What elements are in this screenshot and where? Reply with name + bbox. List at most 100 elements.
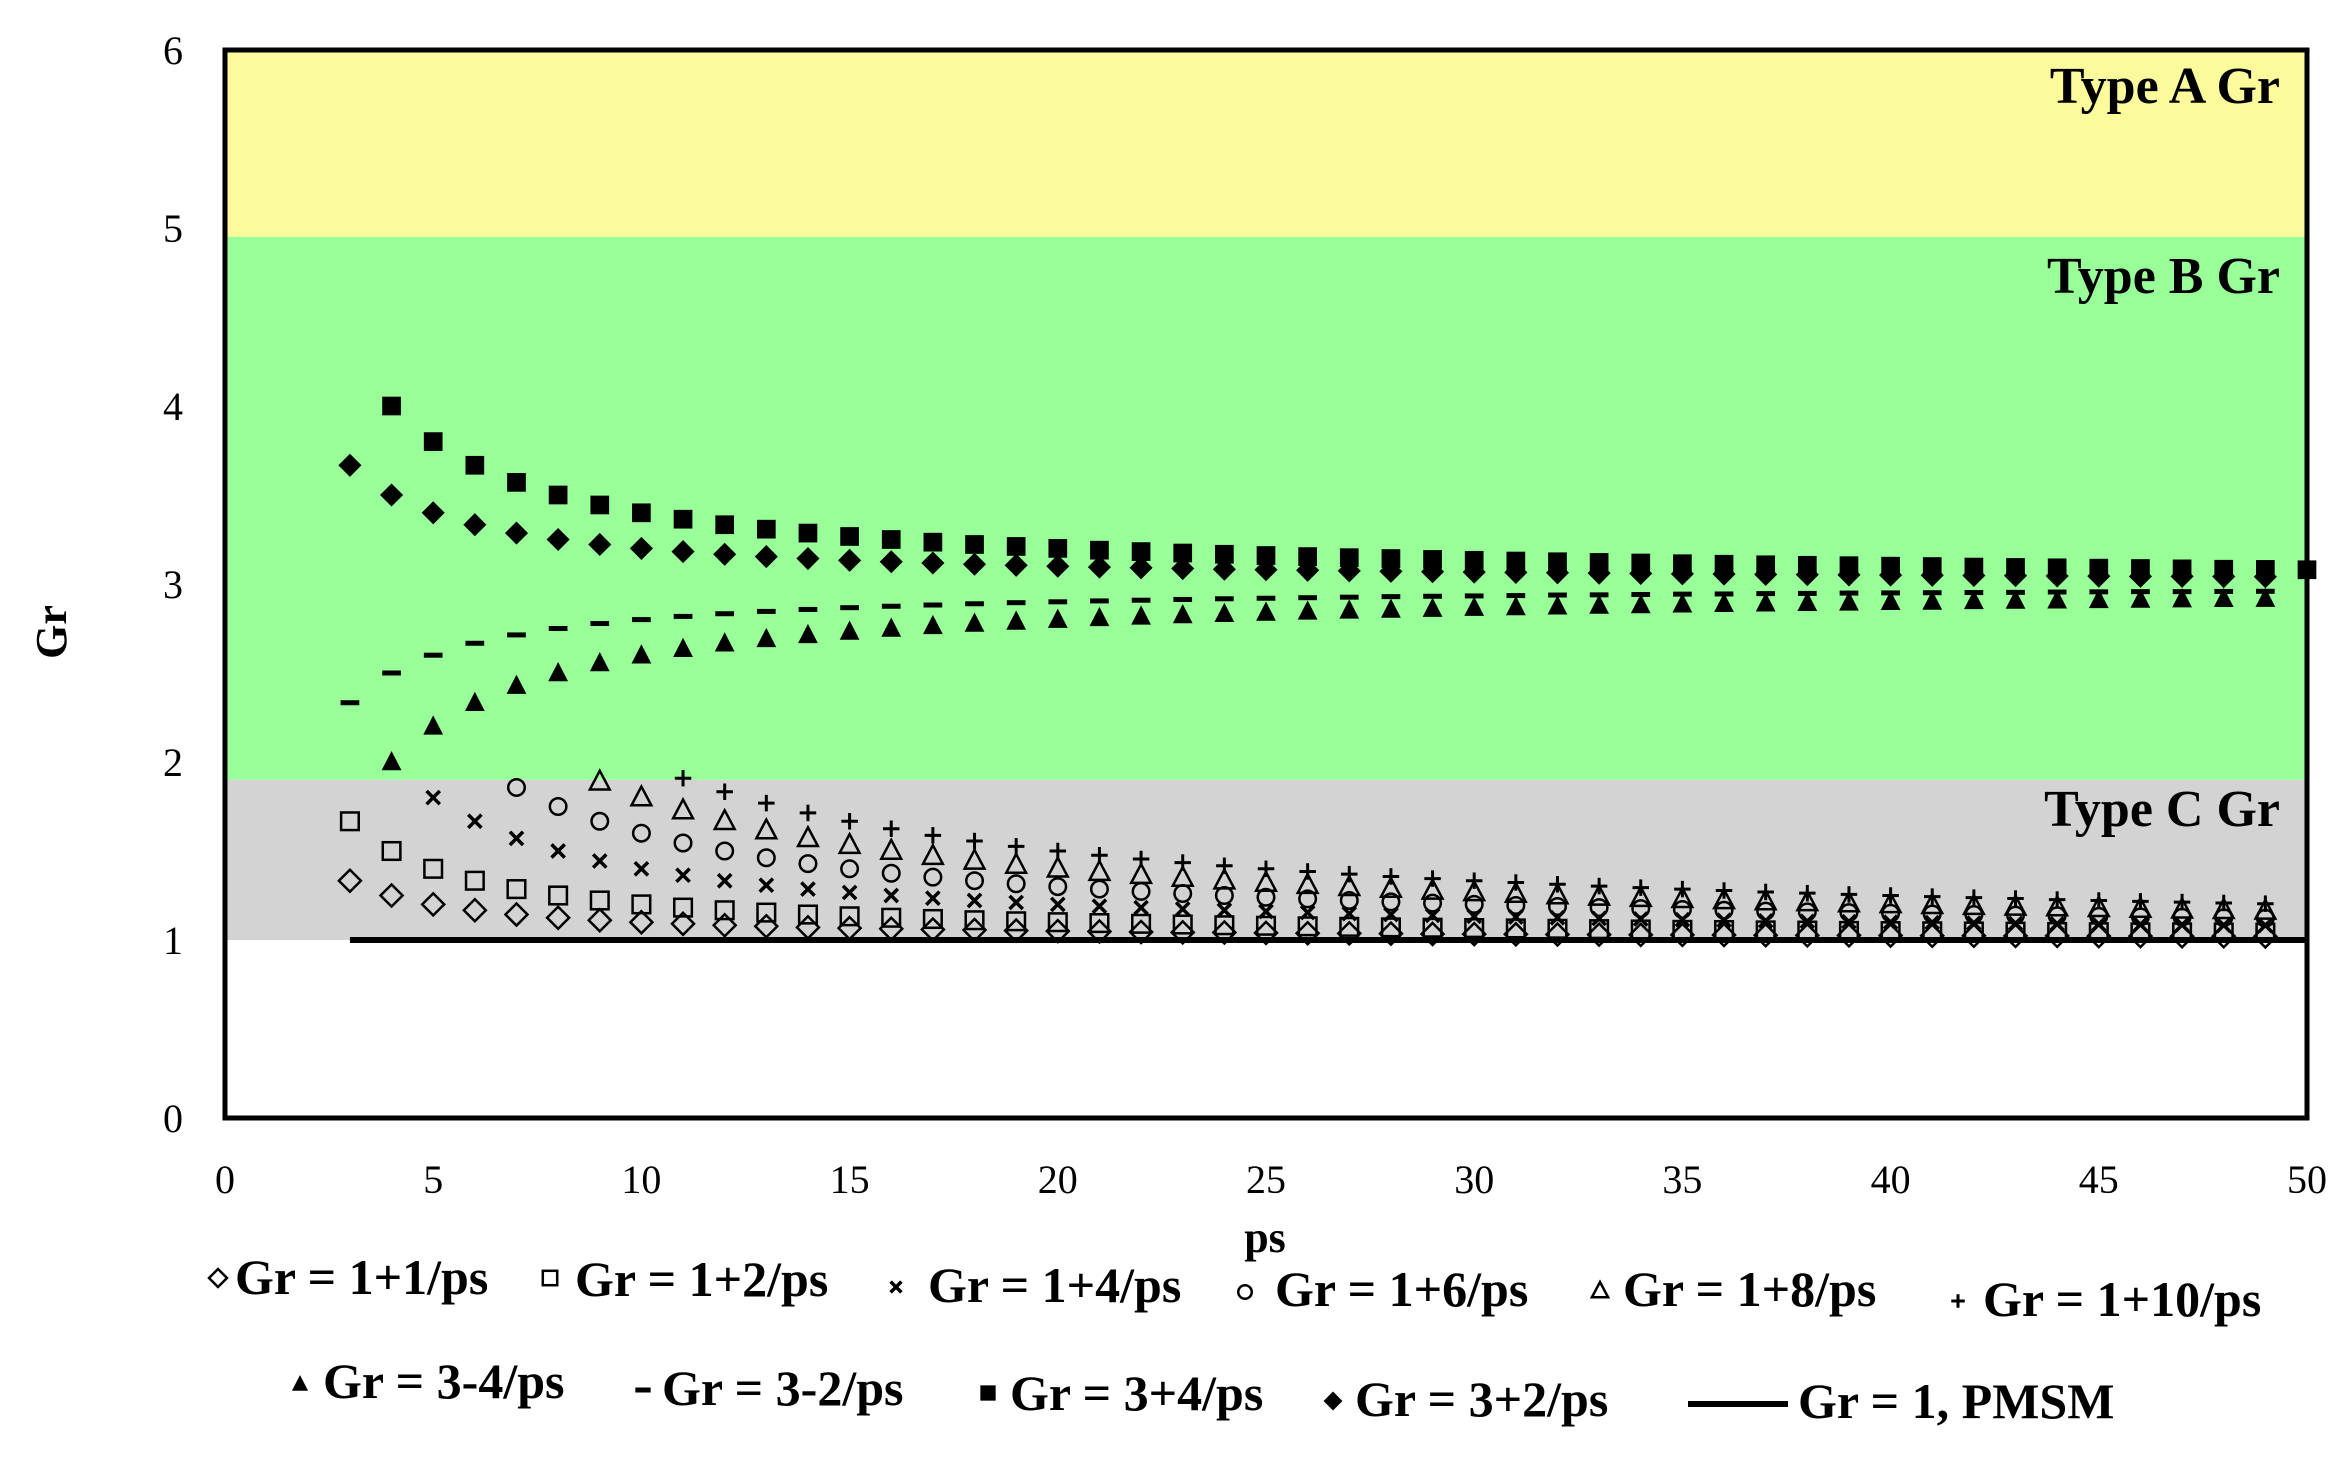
data-point-square-open (1131, 913, 1152, 934)
x-axis-title: ps (1244, 1213, 1286, 1262)
data-point-plus (1590, 877, 1608, 895)
data-point-square-filled (923, 532, 943, 552)
legend-item: Gr = 3+4/ps (980, 1365, 1263, 1421)
data-point-dash (1464, 593, 1484, 599)
y-tick-label: 2 (163, 740, 183, 785)
data-point-plus (2132, 893, 2149, 910)
data-point-diamond-filled (380, 483, 404, 507)
y-tick-label: 1 (163, 918, 183, 963)
data-point-x-stroke (925, 890, 941, 907)
legend-item: Gr = 1+8/ps (1589, 1261, 1876, 1317)
data-point-circle-open (590, 811, 610, 831)
data-point-diamond-filled (1129, 556, 1153, 580)
data-point-x-stroke (550, 843, 566, 859)
data-point-square-filled (1006, 537, 1026, 556)
series-7 (340, 588, 2275, 706)
data-point-circle-open (756, 848, 776, 868)
x-tick-label: 40 (1871, 1157, 1911, 1202)
data-point-square-filled (1131, 542, 1151, 561)
data-point-x (883, 887, 900, 904)
data-point-x-stroke (883, 887, 900, 904)
data-point-square-filled (382, 396, 401, 416)
data-point-square-filled (423, 432, 443, 451)
data-point-diamond-open (1836, 922, 1862, 949)
legend-label: Gr = 1+1/ps (235, 1249, 488, 1305)
data-point-square-filled (881, 530, 901, 549)
data-point-plus (2007, 890, 2024, 907)
data-point-triangle-filled (673, 637, 693, 658)
data-point-triangle-open (1961, 892, 1986, 916)
data-point-circle-open (1339, 890, 1359, 910)
data-point-triangle-open (1378, 875, 1403, 899)
y-tick-label: 3 (163, 562, 183, 607)
data-point-diamond-open (2210, 923, 2237, 950)
legend-item: Gr = 1+10/ps (1951, 1271, 2261, 1327)
data-point-x (1133, 899, 1149, 916)
legend-label: Gr = 3-2/ps (662, 1360, 903, 1416)
data-point-triangle-filled (839, 620, 860, 640)
data-point-x-stroke (758, 877, 775, 894)
data-point-diamond-filled (2045, 564, 2069, 588)
data-point-triangle-filled (1047, 608, 1068, 628)
data-point-triangle-filled (2213, 587, 2234, 608)
data-point-triangle-open (1545, 881, 1570, 905)
data-point-plus (2173, 893, 2191, 911)
data-point-triangle-filled (381, 751, 402, 771)
data-point-diamond-open (503, 901, 530, 928)
data-point-triangle-open (1836, 889, 1861, 913)
data-point-plus (882, 820, 900, 837)
data-point-diamond-filled (796, 546, 820, 571)
y-tick-label: 6 (163, 28, 183, 73)
data-point-diamond-filled (2170, 564, 2194, 588)
data-point-square-filled (965, 535, 984, 554)
data-point-diamond-filled (1837, 563, 1861, 587)
data-point-triangle-open (2003, 893, 2028, 916)
legend-item: Gr = 1, PMSM (1688, 1373, 2114, 1429)
data-point-diamond-filled (754, 545, 778, 569)
data-point-diamond-filled (671, 540, 695, 564)
x-tick-label: 45 (2079, 1157, 2119, 1202)
data-point-triangle-filled (881, 617, 902, 637)
data-point-circle-open (1256, 887, 1276, 907)
data-point-diamond-filled (1670, 562, 1694, 586)
data-point-triangle-filled (506, 674, 527, 694)
data-point-square-filled (756, 519, 776, 539)
data-point-triangle-filled (1381, 598, 1401, 618)
data-point-circle-open (1756, 901, 1776, 921)
data-point-diamond-open (586, 907, 613, 934)
data-point-plus (1465, 872, 1483, 889)
data-point-triangle-open (1795, 888, 1820, 912)
data-point-x-stroke (1757, 912, 1774, 929)
data-point-plus (799, 804, 817, 822)
data-point-dash (1298, 595, 1317, 601)
data-point-dash (1006, 600, 1026, 606)
data-point-triangle-open (587, 768, 612, 791)
data-point-x-stroke (841, 884, 858, 901)
data-point-x-stroke (800, 881, 816, 897)
data-point-plus (758, 794, 775, 812)
data-point-x (1757, 912, 1774, 929)
x-tick-label: 10 (621, 1157, 661, 1202)
data-point-plus (1632, 879, 1650, 896)
data-point-square-open (1339, 916, 1360, 937)
data-point-plus (1923, 888, 1941, 905)
data-point-triangle-filled (1672, 593, 1693, 613)
data-point-diamond-open (1294, 920, 1321, 947)
legend-marker (1323, 1391, 1343, 1411)
legend-marker (1589, 1279, 1611, 1299)
data-point-square-open (1214, 915, 1235, 936)
data-point-dash (2047, 589, 2067, 595)
data-point-circle-open (1672, 900, 1692, 920)
data-point-x-stroke (1258, 903, 1274, 920)
data-point-diamond-open (1711, 922, 1737, 948)
data-point-dash (1797, 590, 1817, 596)
data-point-dash (881, 603, 901, 609)
data-point-diamond-filled (1504, 560, 1528, 584)
data-point-square-open (589, 890, 610, 911)
data-point-triangle-open (1670, 885, 1695, 909)
data-point-plus (716, 783, 733, 800)
data-point-plus (1216, 857, 1233, 875)
data-point-dash (1714, 591, 1734, 597)
